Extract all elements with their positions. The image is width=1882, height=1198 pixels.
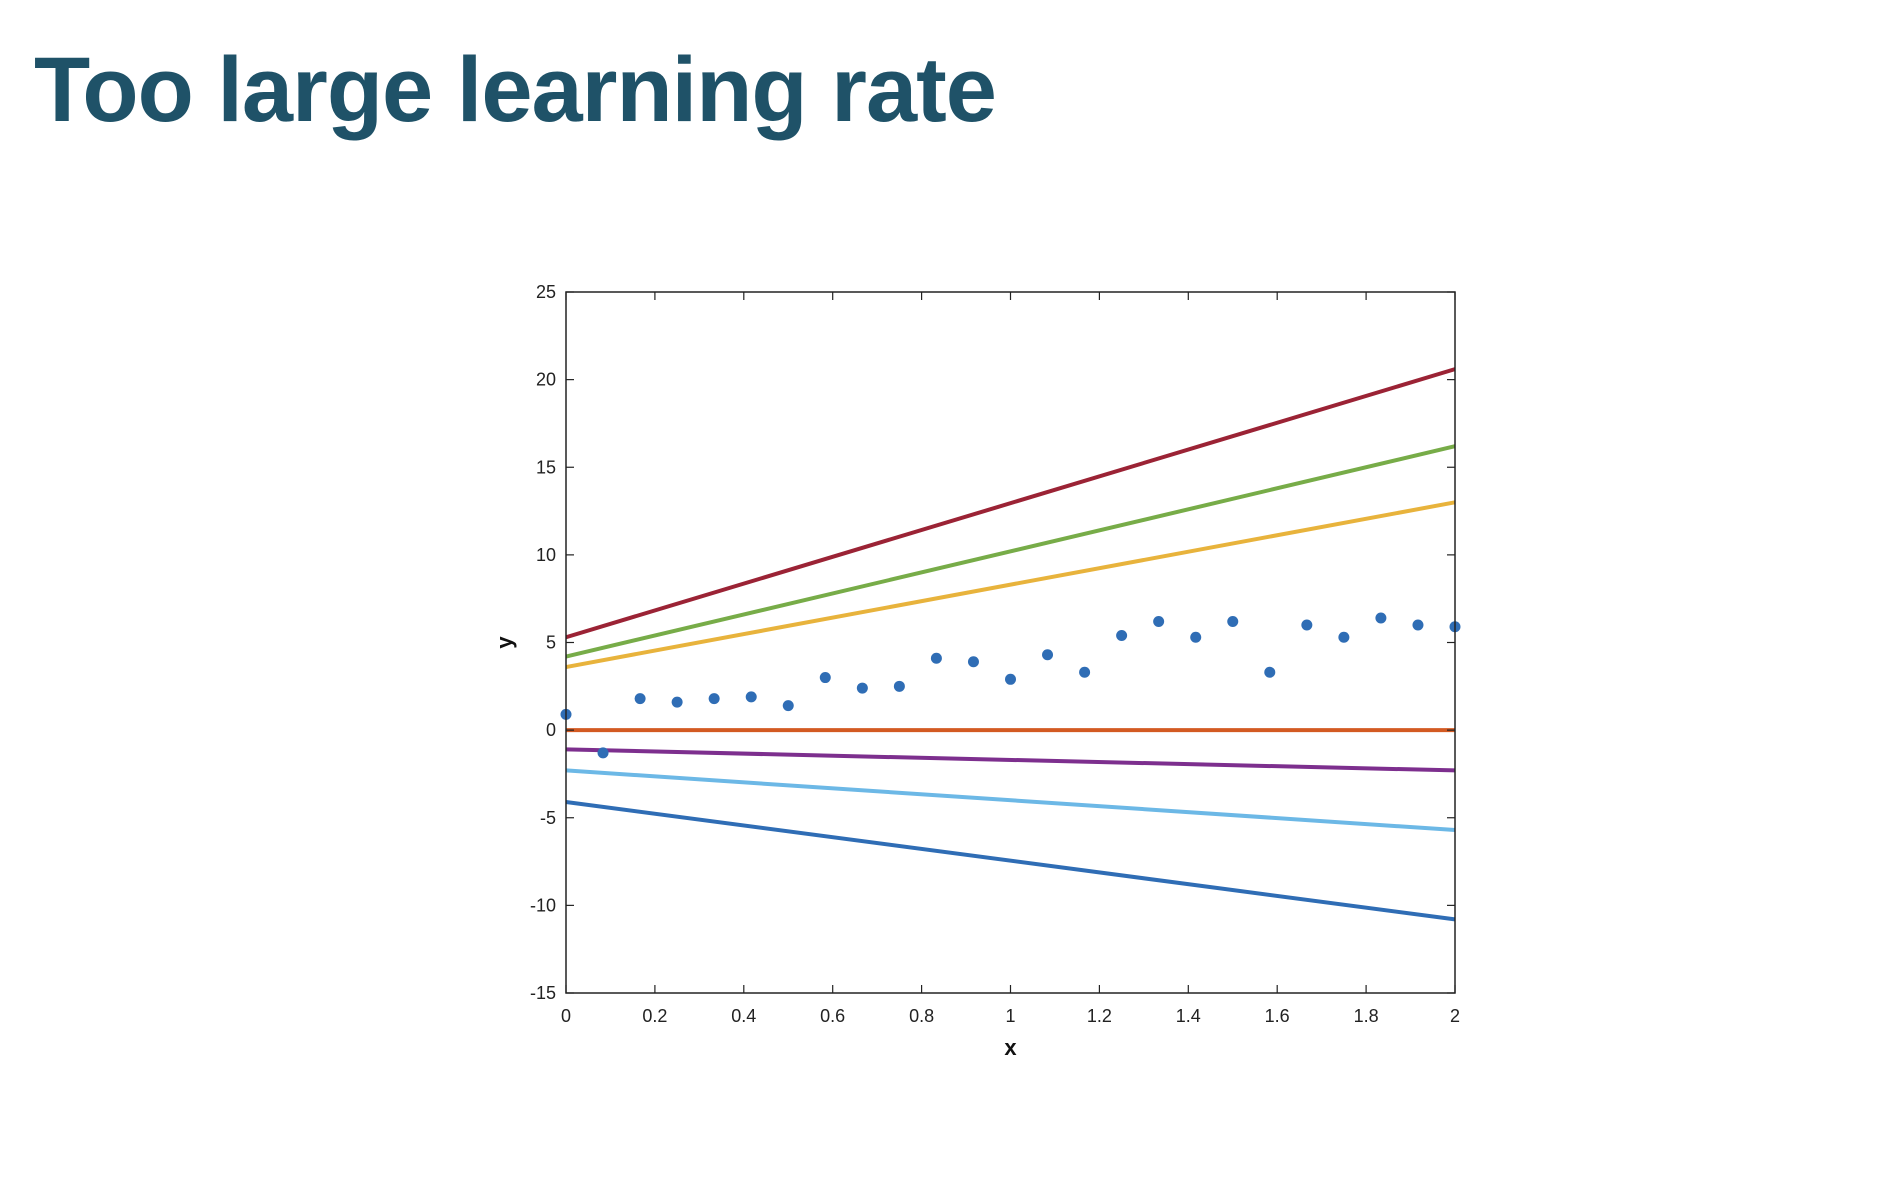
x-axis-label: x <box>1004 1035 1017 1060</box>
data-point <box>1005 673 1016 685</box>
data-point <box>1079 666 1091 678</box>
data-point <box>1375 612 1387 624</box>
y-axis: -15 -10 -5 0 5 10 15 20 25 <box>530 282 1455 1003</box>
slide-title: Too large learning rate <box>34 39 997 141</box>
x-tick-label: 0 <box>561 1006 571 1026</box>
y-axis-label: y <box>492 636 517 649</box>
data-point <box>1153 615 1165 627</box>
data-point <box>819 672 831 684</box>
data-point <box>597 747 609 759</box>
y-tick-label: 20 <box>536 370 556 390</box>
chart-marks <box>560 367 1461 922</box>
data-point <box>1301 619 1313 631</box>
fit-line-3 <box>565 500 1456 670</box>
x-tick-label: 1.8 <box>1354 1006 1379 1026</box>
x-tick-label: 1.6 <box>1265 1006 1290 1026</box>
y-tick-label: -5 <box>540 808 556 828</box>
data-point <box>1116 629 1128 641</box>
y-tick-label: 10 <box>536 545 556 565</box>
data-point <box>671 696 683 708</box>
data-point <box>967 656 979 668</box>
data-point <box>745 691 757 703</box>
x-tick-label: 1.2 <box>1087 1006 1112 1026</box>
data-point <box>1190 631 1202 643</box>
data-point <box>893 680 905 692</box>
fit-line-1 <box>565 367 1456 640</box>
x-tick-label: 0.8 <box>909 1006 934 1026</box>
data-point <box>1338 631 1350 643</box>
y-tick-label: 25 <box>536 282 556 302</box>
y-tick-label: 0 <box>546 720 556 740</box>
y-tick-label: 15 <box>536 457 556 477</box>
x-axis: 0 0.2 0.4 0.6 0.8 1 1.2 1.4 1.6 1.8 2 <box>561 292 1460 1026</box>
y-tick-label: 5 <box>546 633 556 653</box>
data-point <box>856 682 868 694</box>
data-point <box>1412 619 1424 631</box>
fit-line-5 <box>565 747 1456 773</box>
data-point <box>708 693 720 705</box>
x-tick-label: 0.6 <box>820 1006 845 1026</box>
data-point <box>1264 666 1276 678</box>
x-tick-label: 2 <box>1450 1006 1460 1026</box>
x-tick-label: 0.2 <box>642 1006 667 1026</box>
x-tick-label: 1.4 <box>1176 1006 1201 1026</box>
fit-line-2 <box>565 444 1456 659</box>
y-tick-label: -15 <box>530 983 556 1003</box>
y-tick-label: -10 <box>530 895 556 915</box>
data-point <box>1042 649 1054 661</box>
data-point <box>930 652 942 664</box>
x-tick-label: 1 <box>1005 1006 1015 1026</box>
data-point <box>634 693 646 705</box>
data-point <box>782 700 794 712</box>
x-tick-label: 0.4 <box>731 1006 756 1026</box>
fit-line-6 <box>565 768 1456 833</box>
fit-line-7 <box>565 799 1456 922</box>
data-point <box>1227 615 1239 627</box>
